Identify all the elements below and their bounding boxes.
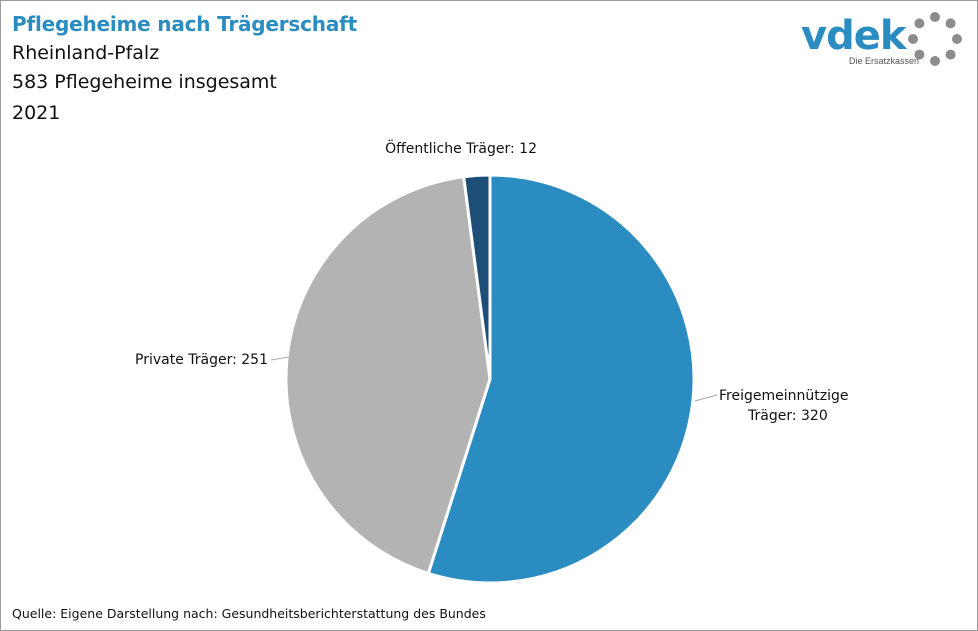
label-line: Freigemeinnützige [719,388,848,404]
label-line: Private Träger: 251 [135,352,268,368]
dotted-ring-icon [908,12,962,66]
leader-line [694,394,718,402]
chart-title: Pflegeheime nach Trägerschaft [12,12,357,36]
vdek-logo: vdek Die Ersatzkassen [801,11,971,71]
slice-freigemeinnuetzig [426,173,696,585]
chart-subtitle-total: 583 Pflegeheime insgesamt [12,71,277,93]
label-freigemeinnuetzig: Freigemeinnützige Träger: 320 [719,388,848,424]
slice-oeffentlich [462,173,492,381]
logo-tagline: Die Ersatzkassen [849,56,920,66]
label-oeffentlich: Öffentliche Träger: 12 [385,139,537,157]
chart-subtitle-region: Rheinland-Pfalz [12,42,160,64]
leader-line [270,356,290,361]
chart-subtitle-year: 2021 [12,102,61,124]
label-private: Private Träger: 251 [135,352,268,368]
logo-wordmark: vdek [801,13,906,59]
source-note: Quelle: Eigene Darstellung nach: Gesundh… [12,606,486,621]
label-line: Träger: 320 [747,408,828,424]
label-line: Öffentliche Träger: 12 [385,139,537,157]
slice-private [284,175,492,575]
